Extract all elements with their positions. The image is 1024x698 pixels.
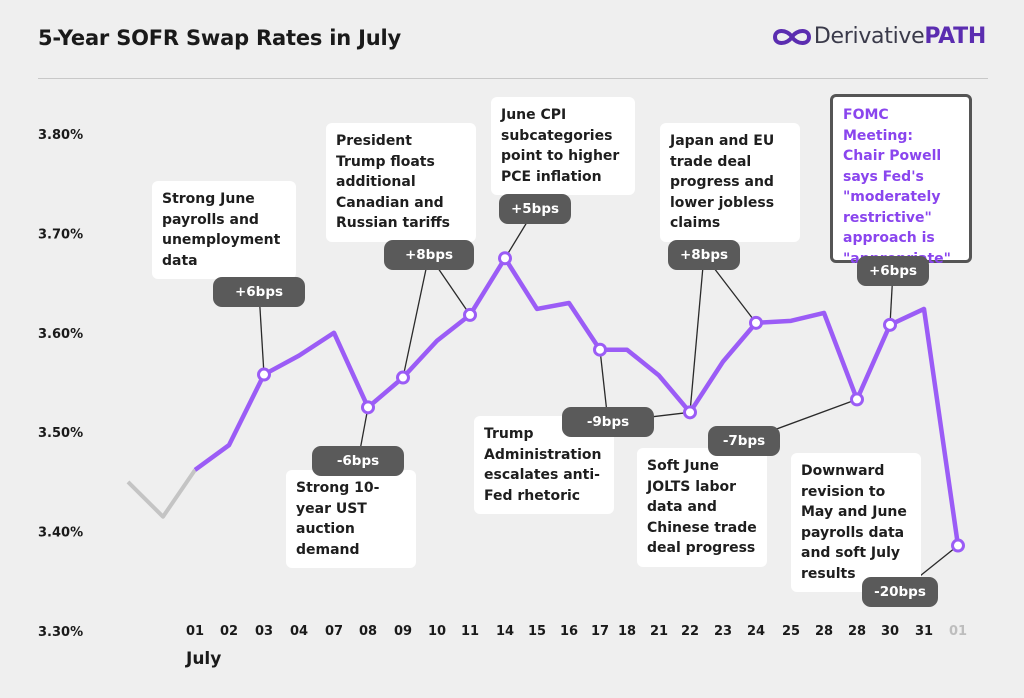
annotation-connector — [689, 254, 705, 413]
x-tick-label: 16 — [560, 624, 578, 639]
data-point-marker — [396, 370, 410, 385]
change-badge: -9bps — [562, 407, 654, 437]
x-tick-label: 14 — [496, 624, 514, 639]
x-axis: 01 02 03 04 07 08 09 10 11 14 15 16 17 18 21 22 23 24 25 28… — [186, 624, 967, 639]
brand-logo: DerivativePATH — [770, 24, 986, 49]
data-point-marker — [749, 315, 763, 330]
x-tick-label: 18 — [618, 624, 636, 639]
event-annotation: President Trump floats additional Canadi… — [326, 123, 476, 242]
x-tick-label: 25 — [782, 624, 800, 639]
x-tick-label: 02 — [220, 624, 238, 639]
data-point-marker — [498, 251, 512, 266]
event-annotation: Soft June JOLTS labor data and Chinese t… — [637, 448, 767, 567]
change-badge: -20bps — [862, 577, 938, 607]
change-badge: -6bps — [312, 446, 404, 476]
x-tick-label: 22 — [681, 624, 699, 639]
y-tick-label: 3.50% — [38, 426, 83, 441]
event-annotation: Strong June payrolls and unemployment da… — [152, 181, 296, 279]
x-tick-label: 08 — [359, 624, 377, 639]
y-tick-label: 3.40% — [38, 526, 83, 541]
x-tick-label: 30 — [881, 624, 899, 639]
data-point-marker — [850, 392, 864, 407]
change-badge: +8bps — [384, 240, 474, 270]
y-tick-label: 3.70% — [38, 227, 83, 242]
x-tick-label: 23 — [714, 624, 732, 639]
y-tick-label: 3.80% — [38, 128, 83, 143]
x-tick-label: 28 — [815, 624, 833, 639]
x-tick-label: 28 — [848, 624, 866, 639]
x-tick-label: 10 — [428, 624, 446, 639]
x-tick-label: 24 — [747, 624, 765, 639]
change-badge: +8bps — [668, 240, 740, 270]
annotation-connector — [402, 254, 430, 378]
x-tick-label: 31 — [915, 624, 933, 639]
event-annotation: June CPI subcategories point to higher P… — [491, 97, 635, 195]
prior-month-line — [126, 468, 197, 519]
data-point-marker — [683, 405, 697, 420]
header-divider — [38, 78, 988, 79]
x-tick-label: 07 — [325, 624, 343, 639]
change-badge: +5bps — [499, 194, 571, 224]
change-badge: +6bps — [213, 277, 305, 307]
x-tick-label: 09 — [394, 624, 412, 639]
y-tick-label: 3.60% — [38, 327, 83, 342]
y-tick-label: 3.30% — [38, 625, 83, 640]
x-tick-label: 11 — [461, 624, 479, 639]
x-tick-label: 01 — [186, 624, 204, 639]
x-tick-label: 15 — [528, 624, 546, 639]
data-point-marker — [951, 538, 965, 553]
y-axis: 3.30% 3.40% 3.50% 3.60% 3.70% 3.80% — [38, 128, 83, 640]
series-line — [193, 256, 961, 546]
event-annotation: Downward revision to May and June payrol… — [791, 453, 921, 592]
event-annotation: FOMC Meeting: Chair Powell says Fed's "m… — [830, 94, 972, 267]
x-tick-label: 03 — [255, 624, 273, 639]
x-tick-label: 21 — [650, 624, 668, 639]
x-tick-label: 01 — [949, 624, 967, 639]
x-tick-label: 17 — [591, 624, 609, 639]
event-annotation: Strong 10-year UST auction demand — [286, 470, 416, 568]
page-title: 5-Year SOFR Swap Rates in July — [38, 26, 401, 50]
data-point-marker — [883, 317, 897, 332]
data-point-marker — [463, 307, 477, 322]
x-tick-label: 04 — [290, 624, 308, 639]
data-point-marker — [593, 342, 607, 357]
change-badge: -7bps — [708, 426, 780, 456]
data-point-marker — [257, 367, 271, 382]
series-layer — [126, 251, 965, 553]
change-badge: +6bps — [857, 256, 929, 286]
brand-name: DerivativePATH — [813, 24, 986, 49]
infinity-logo-icon — [772, 28, 811, 45]
event-annotation: Japan and EU trade deal progress and low… — [660, 123, 800, 242]
x-axis-label: July — [185, 649, 221, 669]
data-point-marker — [361, 400, 375, 415]
event-annotation: Trump Administration escalates anti-Fed … — [474, 416, 614, 514]
